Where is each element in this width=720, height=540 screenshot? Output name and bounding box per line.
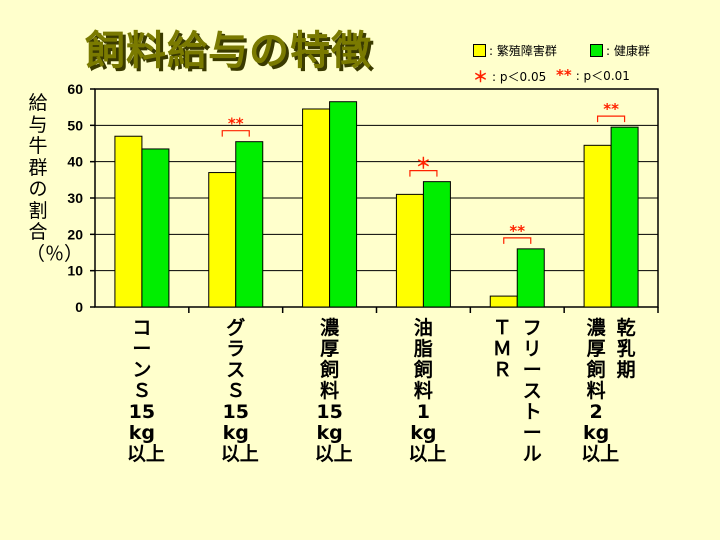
category-label: Ｔ Ｍ Ｒ	[492, 317, 512, 381]
bar-series1	[208, 172, 237, 308]
significance-bracket	[221, 130, 250, 137]
bar-series1	[395, 193, 424, 308]
y-tick-label: 50	[67, 117, 83, 133]
bar-series2	[141, 148, 170, 308]
significance-label: **	[228, 115, 244, 133]
category-label: 油 脂 飼 料 1 kg 以上	[408, 317, 447, 465]
bar-series1	[489, 295, 518, 308]
bar-series2	[235, 141, 264, 308]
category-label: グ ラ ス Ｓ 15 kg 以上	[220, 317, 259, 465]
bar-series2	[610, 126, 639, 308]
bar-series2	[516, 248, 545, 308]
significance-label: **	[603, 100, 619, 118]
sig-mark-single: ＊	[473, 68, 489, 86]
legend: : 繁殖障害群 : 健康群 ＊ : p＜0.05 ** : p＜0.01	[470, 40, 715, 87]
y-tick-label: 0	[75, 299, 83, 315]
legend-sig-p05: ＊ : p＜0.05	[473, 66, 546, 87]
legend-swatch-series2	[590, 44, 603, 57]
chart-title: 飼料給与の特徴	[85, 28, 372, 74]
legend-item-series1: : 繁殖障害群	[473, 42, 557, 59]
bar-series2	[422, 181, 451, 308]
category-label: 濃 厚 飼 料 15 kg 以上	[314, 317, 353, 465]
legend-sig-p01: ** : p＜0.01	[556, 66, 630, 84]
significance-label: **	[509, 222, 525, 240]
sig-text-p01: : p＜0.01	[575, 68, 630, 83]
significance-label: ＊	[416, 155, 431, 173]
sig-text-p05: : p＜0.05	[492, 70, 547, 84]
category-label: フ リ ー ス ト ー ル	[522, 317, 542, 465]
legend-item-series2: : 健康群	[590, 42, 650, 59]
significance-bracket	[596, 115, 626, 123]
y-tick-label: 60	[67, 81, 83, 97]
legend-swatch-series1	[473, 44, 486, 57]
bar-series1	[114, 135, 143, 308]
significance-bracket	[503, 237, 532, 244]
y-tick-label: 20	[67, 226, 83, 242]
legend-label-series2: : 健康群	[606, 44, 650, 58]
y-tick-label: 10	[67, 263, 83, 279]
category-label: コ ー ン Ｓ 15 kg 以上	[126, 317, 165, 465]
legend-label-series1: : 繁殖障害群	[489, 44, 557, 58]
category-label: 濃 厚 飼 料 2 kg 以上	[581, 317, 620, 465]
y-tick-label: 30	[67, 190, 83, 206]
category-label: 乾 乳 期	[616, 317, 636, 381]
bar-series1	[583, 144, 612, 308]
y-tick-label: 40	[67, 154, 83, 170]
bar-series1	[302, 108, 331, 308]
bar-series2	[329, 101, 358, 308]
significance-bracket	[409, 170, 438, 177]
sig-mark-double: **	[556, 66, 572, 84]
